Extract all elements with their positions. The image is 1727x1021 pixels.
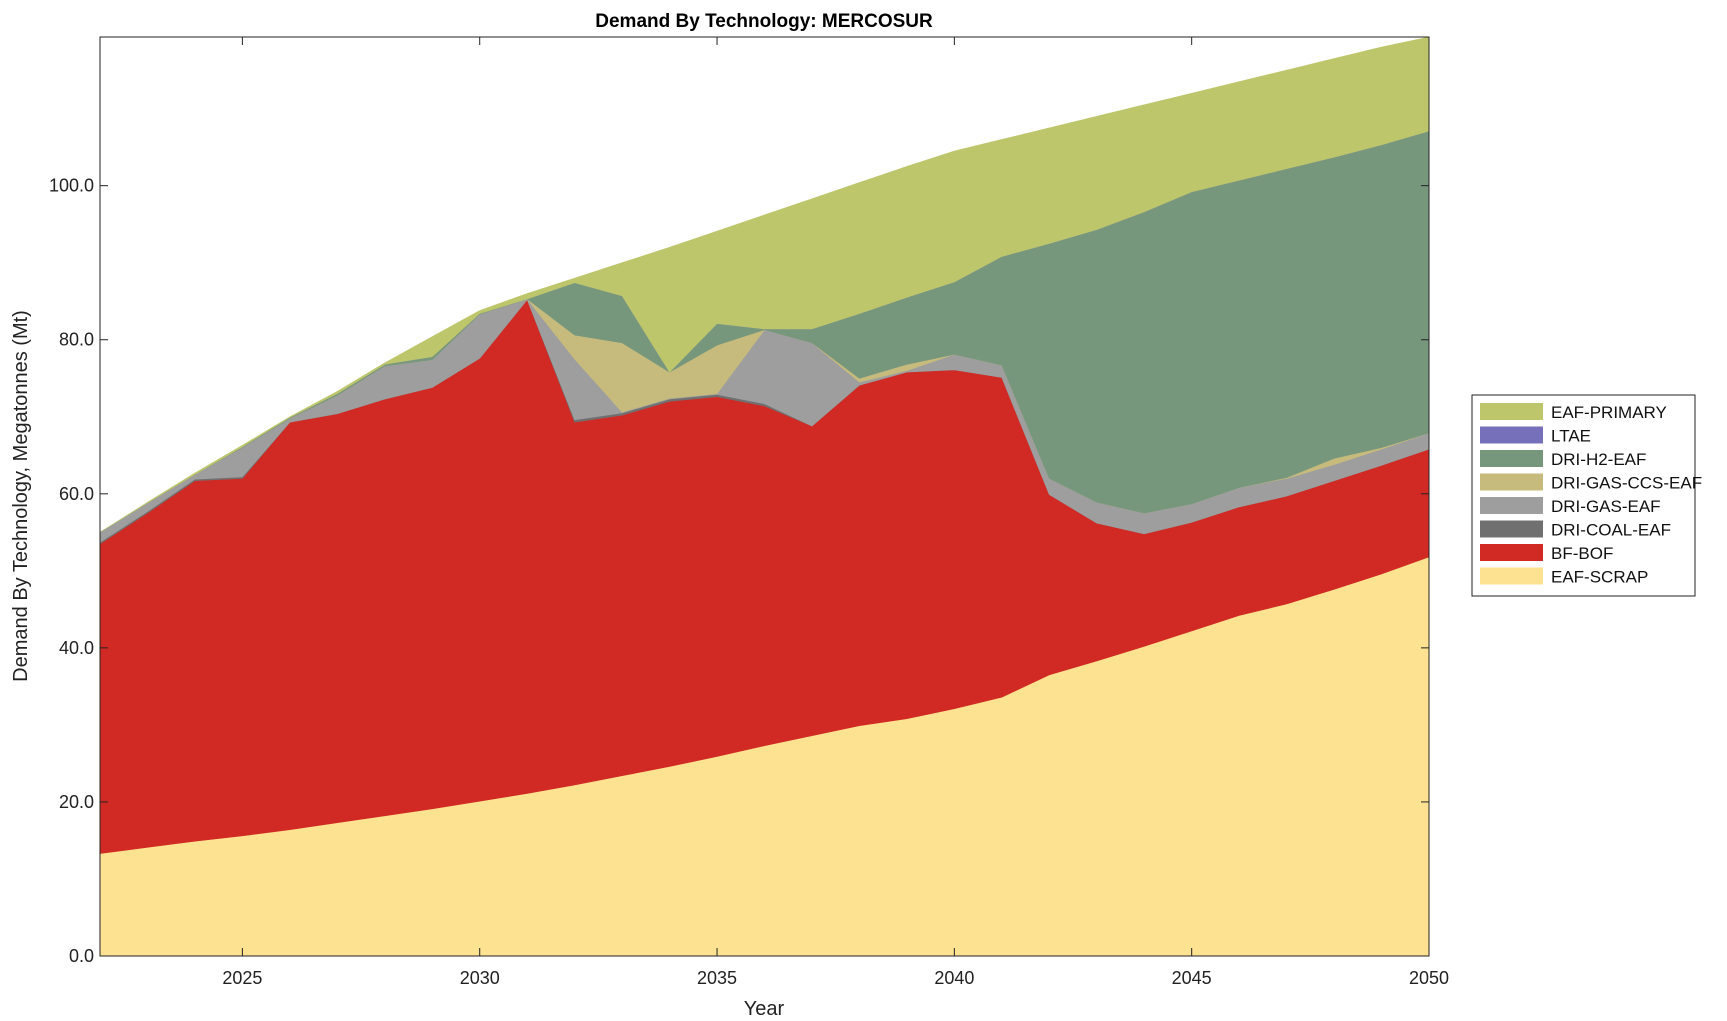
x-tick-label: 2035: [697, 968, 737, 988]
y-tick-label: 80.0: [59, 330, 94, 350]
y-tick-label: 40.0: [59, 638, 94, 658]
x-tick-label: 2040: [934, 968, 974, 988]
y-tick-label: 100.0: [49, 176, 94, 196]
legend-swatch-dri-gas-eaf: [1480, 497, 1543, 514]
chart-title: Demand By Technology: MERCOSUR: [595, 11, 933, 32]
y-tick-label: 0.0: [69, 946, 94, 966]
legend-label: DRI-H2-EAF: [1551, 450, 1646, 469]
y-tick-label: 20.0: [59, 792, 94, 812]
legend-box: [1471, 394, 1696, 597]
legend-swatch-eaf-primary: [1480, 403, 1543, 420]
legend-swatch-dri-coal-eaf: [1480, 520, 1543, 538]
x-axis-label: Year: [744, 998, 785, 1020]
legend: EAF-PRIMARY LTAE DRI-H2-EAF DRI-GAS-CCS-EAF…: [1471, 394, 1702, 597]
axes-layer: 2025 2030 2035 2040 2045 2050 0.0 20.0 40.0 60.0 8…: [49, 36, 1449, 988]
plot-frame: [99, 36, 1430, 957]
legend-label: EAF-PRIMARY: [1551, 403, 1667, 422]
legend-label: DRI-COAL-EAF: [1551, 521, 1671, 540]
legend-swatch-dri-gas-ccs-eaf: [1480, 473, 1543, 491]
y-tick-label: 60.0: [59, 484, 94, 504]
legend-label: BF-BOF: [1551, 544, 1613, 563]
x-tick-label: 2050: [1409, 968, 1449, 988]
legend-swatch-eaf-scrap: [1480, 567, 1543, 585]
legend-swatch-bf-bof: [1480, 544, 1543, 561]
y-axis-label: Demand By Technology, Megatonnes (Mt): [10, 310, 32, 682]
legend-label: LTAE: [1551, 427, 1591, 446]
x-tick-label: 2025: [222, 968, 262, 988]
x-tick-label: 2030: [460, 968, 500, 988]
x-tick-label: 2045: [1172, 968, 1212, 988]
legend-label: DRI-GAS-CCS-EAF: [1551, 474, 1702, 493]
legend-swatch-ltae: [1480, 426, 1543, 444]
areas-layer: [99, 36, 1430, 957]
legend-label: EAF-SCRAP: [1551, 568, 1648, 587]
legend-label: DRI-GAS-EAF: [1551, 497, 1661, 516]
legend-swatch-dri-h2-eaf: [1480, 450, 1543, 467]
